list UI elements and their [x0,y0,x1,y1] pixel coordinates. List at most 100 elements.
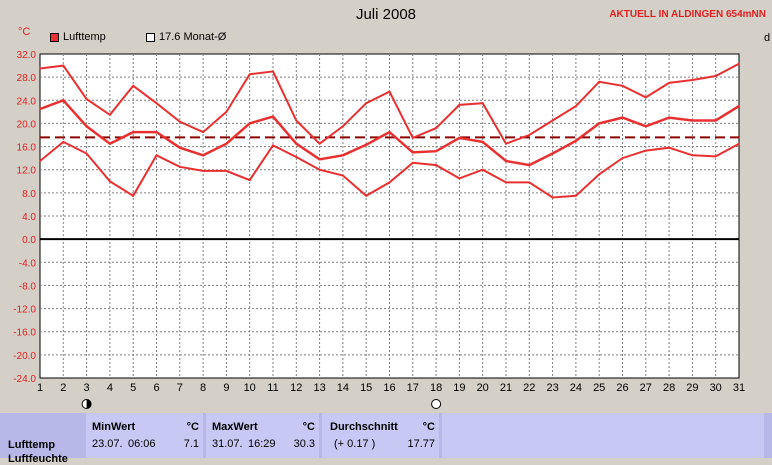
data-point-max [668,81,671,84]
data-point-mean [714,119,717,122]
data-point-mean [528,164,531,167]
data-point-max [202,131,205,134]
x-tick-label: 17 [407,382,419,394]
x-tick-label: 8 [200,382,206,394]
data-point-mean [621,116,624,119]
x-tick-label: 31 [733,382,745,394]
x-tick-label: 24 [570,382,582,394]
moon-shadow-icon [86,399,92,409]
data-point-min [481,168,484,171]
data-point-min [295,155,298,158]
x-tick-label: 25 [593,382,605,394]
data-point-mean [39,107,41,110]
min-cell: MinWert °C 23.07. 06:06 7.1 [86,413,203,458]
y-tick-label: -4.0 [19,258,37,269]
x-tick-label: 29 [686,382,698,394]
x-tick-label: 30 [710,382,722,394]
max-unit: °C [302,421,315,433]
y-tick-label: -24.0 [13,374,36,385]
data-point-max [598,80,601,83]
x-tick-label: 12 [290,382,302,394]
data-point-min [39,160,41,163]
data-point-mean [458,136,461,139]
y-tick-label: 24.0 [17,96,37,107]
y-tick-label: 12.0 [17,166,37,177]
x-tick-label: 1 [37,382,43,394]
x-tick-label: 10 [244,382,256,394]
y-tick-label: 0.0 [22,235,36,246]
x-tick-label: 5 [130,382,136,394]
data-point-max [644,96,647,99]
data-point-min [62,140,65,143]
y-tick-label: -16.0 [13,328,36,339]
data-point-max [341,125,344,128]
data-point-max [295,119,298,122]
x-tick-label: 14 [337,382,349,394]
data-point-max [388,90,391,93]
data-point-min [388,181,391,184]
moon-full-icon [431,399,442,409]
x-tick-label: 21 [500,382,512,394]
avg-header: Durchschnitt [330,421,398,433]
data-point-max [365,102,368,105]
data-point-mean [178,146,181,149]
data-point-mean [365,143,368,146]
data-point-min [574,194,577,197]
data-point-max [505,142,507,145]
data-point-min [411,161,414,164]
x-tick-label: 15 [360,382,372,394]
data-point-mean [481,140,484,143]
data-point-min [644,149,647,152]
y-tick-label: 8.0 [22,189,36,200]
data-point-min [738,142,740,145]
data-point-min [598,173,601,176]
min-unit: °C [186,421,199,433]
x-tick-label: 2 [60,382,66,394]
data-point-mean [318,158,321,161]
data-point-mean [411,151,414,154]
data-point-mean [738,105,740,108]
data-point-min [365,194,368,197]
x-tick-label: 23 [546,382,558,394]
x-tick-label: 7 [177,382,183,394]
data-point-min [668,146,671,149]
data-point-mean [155,131,158,134]
data-point-max [435,127,438,130]
data-point-min [551,196,554,199]
data-point-max [178,120,181,123]
x-tick-label: 3 [84,382,90,394]
data-point-mean [62,99,65,102]
data-point-mean [341,154,344,157]
data-point-max [248,73,251,76]
data-point-max [39,67,41,70]
min-value: 7.1 [183,438,199,450]
data-point-max [481,102,484,105]
data-point-max [691,79,694,82]
data-point-mean [668,116,671,119]
y-tick-label: -20.0 [13,351,36,362]
data-point-mean [388,131,391,134]
x-tick-label: 20 [477,382,489,394]
data-point-max [62,64,65,67]
data-point-mean [108,142,111,145]
data-point-mean [248,122,251,125]
y-tick-label: 20.0 [17,119,37,130]
y-tick-label: -12.0 [13,305,36,316]
data-point-mean [295,142,298,145]
data-point-max [108,113,111,116]
stats-table: Lufttemp Luftfeuchte MinWert °C 23.07. 0… [0,413,772,465]
x-tick-label: 28 [663,382,675,394]
legend-label: Lufttemp [63,31,106,43]
y-tick-label: 32.0 [17,50,37,61]
data-point-min [458,177,461,180]
x-tick-label: 9 [223,382,229,394]
legend-label: 17.6 Monat-Ø [159,31,227,43]
data-point-min [505,181,507,184]
data-point-mean [574,139,577,142]
min-time: 06:06 [128,438,156,450]
data-point-max [225,110,228,113]
data-point-min [108,180,111,183]
data-point-max [528,134,531,136]
max-value: 30.3 [293,438,315,450]
avg-cell: Durchschnitt °C (+ 0.17 ) 17.77 [322,413,439,458]
